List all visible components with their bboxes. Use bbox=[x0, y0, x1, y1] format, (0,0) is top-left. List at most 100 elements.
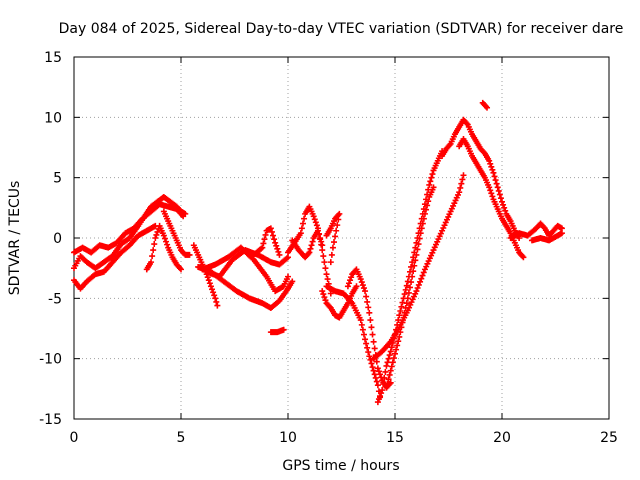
data-point bbox=[297, 230, 304, 237]
data-point bbox=[322, 297, 329, 304]
data-point bbox=[152, 235, 159, 241]
data-point bbox=[259, 244, 266, 251]
data-point bbox=[395, 338, 402, 345]
data-point bbox=[348, 274, 355, 281]
data-point bbox=[311, 216, 318, 223]
data-point bbox=[322, 265, 329, 272]
data-point bbox=[357, 276, 364, 283]
data-point bbox=[366, 309, 373, 316]
data-points bbox=[71, 99, 565, 406]
data-point bbox=[323, 271, 330, 278]
data-point bbox=[490, 169, 497, 176]
data-point bbox=[406, 284, 413, 291]
data-point bbox=[319, 288, 326, 295]
x-tick-label: 5 bbox=[177, 430, 186, 446]
data-point bbox=[366, 353, 373, 360]
data-point bbox=[310, 213, 317, 220]
data-point bbox=[364, 344, 371, 351]
data-point bbox=[211, 292, 218, 299]
data-point bbox=[374, 365, 381, 372]
data-point bbox=[210, 289, 217, 296]
y-axis-label: SDTVAR / TECUs bbox=[7, 181, 23, 296]
data-point bbox=[387, 367, 394, 374]
data-point bbox=[331, 239, 338, 246]
data-point bbox=[410, 268, 417, 275]
data-point bbox=[390, 355, 397, 362]
data-point bbox=[368, 360, 375, 367]
data-point bbox=[383, 384, 390, 391]
data-point bbox=[386, 371, 393, 378]
data-point bbox=[405, 289, 412, 296]
data-point bbox=[458, 180, 465, 187]
data-point bbox=[301, 215, 308, 222]
data-point bbox=[148, 259, 155, 266]
data-point bbox=[209, 286, 216, 293]
x-tick-label: 0 bbox=[70, 430, 79, 446]
data-point bbox=[488, 163, 495, 170]
data-point bbox=[501, 204, 508, 211]
data-point bbox=[459, 176, 466, 183]
data-point bbox=[207, 283, 214, 290]
data-point bbox=[389, 359, 396, 366]
y-tick-label: 10 bbox=[44, 110, 62, 126]
data-point bbox=[396, 333, 403, 340]
data-point bbox=[270, 232, 277, 239]
data-point bbox=[299, 220, 306, 227]
x-tick-label: 20 bbox=[493, 430, 511, 446]
data-point bbox=[383, 362, 390, 369]
data-point bbox=[416, 235, 423, 242]
data-point bbox=[500, 201, 507, 208]
data-point bbox=[502, 207, 509, 214]
data-point bbox=[321, 259, 328, 266]
data-point bbox=[493, 180, 500, 187]
data-point bbox=[212, 295, 219, 302]
data-point bbox=[335, 216, 342, 223]
data-point bbox=[394, 342, 401, 349]
data-point bbox=[419, 272, 426, 279]
data-point bbox=[319, 242, 326, 249]
data-point bbox=[424, 202, 431, 209]
data-point bbox=[404, 295, 411, 302]
data-point bbox=[206, 280, 213, 287]
data-point bbox=[520, 254, 527, 261]
data-point bbox=[387, 348, 394, 355]
data-point bbox=[558, 230, 565, 237]
data-point bbox=[495, 187, 502, 194]
data-point bbox=[381, 374, 388, 381]
data-point bbox=[314, 227, 321, 234]
data-point bbox=[358, 279, 365, 286]
data-point bbox=[334, 222, 341, 229]
data-point bbox=[178, 266, 184, 273]
data-point bbox=[401, 291, 408, 298]
data-point bbox=[377, 371, 384, 378]
data-point bbox=[359, 282, 366, 289]
data-point bbox=[427, 178, 434, 185]
data-point bbox=[329, 244, 336, 251]
data-point bbox=[370, 367, 377, 374]
data-point bbox=[164, 241, 171, 248]
data-point bbox=[413, 288, 420, 295]
data-point bbox=[272, 239, 279, 246]
data-point bbox=[420, 269, 427, 276]
data-point bbox=[412, 257, 419, 264]
data-point bbox=[499, 198, 505, 205]
data-point bbox=[313, 222, 320, 229]
data-point bbox=[396, 312, 403, 319]
data-point bbox=[261, 236, 268, 243]
y-tick-label: 0 bbox=[53, 231, 62, 247]
data-point bbox=[360, 331, 367, 338]
data-point bbox=[154, 228, 161, 235]
data-point bbox=[312, 219, 319, 226]
data-point bbox=[397, 308, 404, 315]
x-tick-label: 10 bbox=[279, 430, 297, 446]
data-point bbox=[327, 259, 334, 266]
data-point bbox=[151, 241, 158, 248]
data-point bbox=[497, 195, 504, 202]
data-point bbox=[324, 276, 331, 283]
data-point bbox=[276, 251, 283, 258]
data-point bbox=[496, 191, 503, 198]
data-point bbox=[328, 251, 335, 258]
data-point bbox=[403, 300, 410, 307]
data-point bbox=[271, 236, 278, 243]
data-point bbox=[150, 247, 157, 254]
